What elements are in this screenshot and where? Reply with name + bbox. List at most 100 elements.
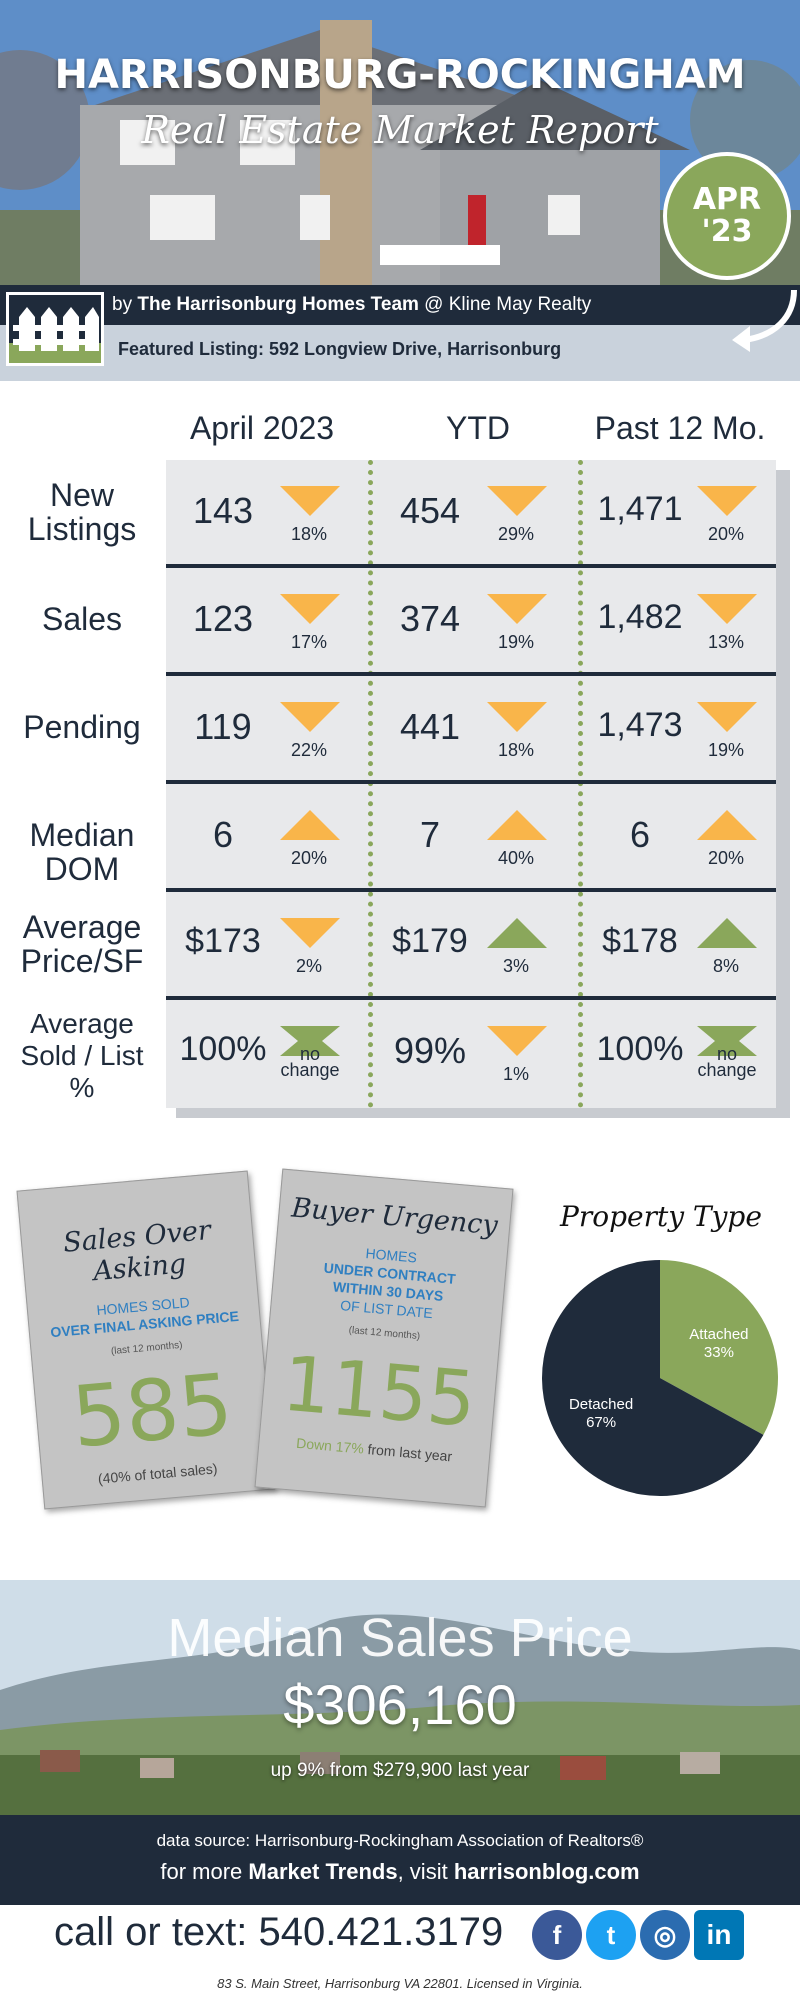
median-price-value: $306,160 bbox=[283, 1673, 517, 1736]
row-label: Sales bbox=[41, 601, 123, 637]
stat-value: 374 bbox=[399, 598, 461, 639]
down-arrow-icon bbox=[487, 1026, 547, 1056]
card-title: Buyer Urgency bbox=[290, 1192, 499, 1242]
pie-chart-title: Property Type bbox=[560, 1200, 762, 1233]
down-arrow-icon bbox=[487, 486, 547, 516]
badge-month: APR bbox=[692, 182, 762, 217]
stat-change: 22% bbox=[290, 740, 328, 760]
team-logo bbox=[6, 292, 104, 366]
stat-value: 454 bbox=[399, 490, 461, 531]
stat-change: 40% bbox=[497, 848, 535, 868]
row-label: Median DOM bbox=[29, 817, 135, 887]
card-value: 1155 bbox=[279, 1338, 480, 1445]
row-divider bbox=[166, 564, 776, 568]
stat-change: 18% bbox=[290, 524, 328, 544]
up-arrow-icon bbox=[697, 918, 757, 948]
card-description: HOMES SOLD OVER FINAL ASKING PRICE bbox=[28, 1287, 260, 1343]
footer-bar: data source: Harrisonburg-Rockingham Ass… bbox=[0, 1815, 800, 1905]
down-arrow-icon bbox=[697, 486, 757, 516]
market-trends-label: Market Trends bbox=[248, 1859, 398, 1884]
stat-change: 8% bbox=[712, 956, 739, 976]
row-label: Average Sold / List % bbox=[20, 1008, 144, 1103]
change-rest: from last year bbox=[363, 1440, 453, 1465]
stat-change: 20% bbox=[707, 848, 745, 868]
down-arrow-icon bbox=[697, 594, 757, 624]
down-arrow-icon bbox=[697, 702, 757, 732]
trend-prefix: for more bbox=[160, 1859, 249, 1884]
stat-value: $179 bbox=[392, 922, 468, 960]
stat-change: 17% bbox=[290, 632, 328, 652]
row-label: Average Price/SF bbox=[20, 909, 144, 979]
stat-value: 6 bbox=[212, 814, 234, 855]
featured-listing-bar[interactable]: Featured Listing: 592 Longview Drive, Ha… bbox=[0, 325, 800, 381]
card-description: HOMES UNDER CONTRACT WITHIN 30 DAYS OF L… bbox=[271, 1236, 506, 1328]
byline-bar: by The Harrisonburg Homes Team @ Kline M… bbox=[0, 285, 800, 325]
stat-value: 100% bbox=[179, 1030, 267, 1068]
down-arrow-icon bbox=[280, 486, 340, 516]
stat-change: 3% bbox=[502, 956, 529, 976]
linkedin-icon[interactable]: in bbox=[694, 1910, 744, 1960]
brokerage-name: @ Kline May Realty bbox=[418, 294, 592, 315]
up-arrow-icon bbox=[280, 810, 340, 840]
fence-icon bbox=[9, 295, 101, 363]
stat-value: 441 bbox=[399, 706, 461, 747]
buyer-urgency-card: Buyer Urgency HOMES UNDER CONTRACT WITHI… bbox=[254, 1168, 514, 1508]
pie-slice-label: Detached bbox=[569, 1396, 633, 1413]
byline-prefix: by bbox=[112, 294, 138, 315]
report-title: HARRISONBURG-ROCKINGHAM bbox=[54, 52, 746, 98]
pie-slice-percent: 67% bbox=[586, 1414, 616, 1431]
office-address: 83 S. Main Street, Harrisonburg VA 22801… bbox=[217, 1976, 583, 1991]
median-price-title: Median Sales Price bbox=[167, 1608, 633, 1668]
stat-change: 18% bbox=[497, 740, 535, 760]
stat-change: no change bbox=[697, 1044, 757, 1080]
up-arrow-icon bbox=[487, 810, 547, 840]
stat-value: 6 bbox=[629, 814, 651, 855]
sales-over-asking-card: Sales Over Asking HOMES SOLD OVER FINAL … bbox=[16, 1170, 276, 1510]
no-change-icon bbox=[697, 1026, 757, 1056]
down-arrow-icon bbox=[487, 594, 547, 624]
stat-value: 1,471 bbox=[597, 490, 683, 528]
up-arrow-icon bbox=[697, 810, 757, 840]
stat-value: 1,473 bbox=[597, 706, 683, 744]
up-arrow-icon bbox=[487, 918, 547, 948]
change-highlight: Down 17% bbox=[295, 1434, 365, 1457]
stat-value: 123 bbox=[192, 598, 254, 639]
column-divider bbox=[578, 460, 583, 1108]
row-divider bbox=[166, 672, 776, 676]
column-header-month: April 2023 bbox=[189, 410, 335, 446]
trend-mid: , visit bbox=[397, 1859, 454, 1884]
stat-change: 20% bbox=[290, 848, 328, 868]
team-name[interactable]: The Harrisonburg Homes Team bbox=[137, 294, 419, 315]
stat-change: no change bbox=[280, 1044, 340, 1080]
badge-year: '23 bbox=[701, 214, 753, 249]
stat-change: 19% bbox=[707, 740, 745, 760]
stat-change: 1% bbox=[502, 1064, 529, 1084]
row-divider bbox=[166, 996, 776, 1000]
report-subtitle: Real Estate Market Report bbox=[141, 108, 659, 152]
down-arrow-icon bbox=[487, 702, 547, 732]
pie-slice-label: Attached bbox=[689, 1326, 748, 1343]
down-arrow-icon bbox=[280, 918, 340, 948]
phone-number[interactable]: call or text: 540.421.3179 bbox=[54, 1910, 504, 1954]
facebook-icon[interactable]: f bbox=[532, 1910, 582, 1960]
hero-banner: HARRISONBURG-ROCKINGHAM Real Estate Mark… bbox=[0, 0, 800, 285]
no-change-icon bbox=[280, 1026, 340, 1056]
pie-slice-percent: 33% bbox=[704, 1344, 734, 1361]
twitter-icon[interactable]: t bbox=[586, 1910, 636, 1960]
stat-change: 19% bbox=[497, 632, 535, 652]
card-title: Sales Over Asking bbox=[61, 1215, 213, 1288]
featured-listing-text[interactable]: Featured Listing: 592 Longview Drive, Ha… bbox=[118, 339, 562, 359]
byline-text: by The Harrisonburg Homes Team @ Kline M… bbox=[112, 294, 591, 316]
valley-illustration bbox=[0, 1580, 800, 1815]
stat-value: 100% bbox=[596, 1030, 684, 1068]
stat-value: $173 bbox=[185, 922, 261, 960]
median-price-change: up 9% from $279,900 last year bbox=[270, 1760, 530, 1781]
blog-link[interactable]: harrisonblog.com bbox=[453, 1859, 640, 1884]
stats-table bbox=[166, 460, 776, 1108]
down-arrow-icon bbox=[280, 594, 340, 624]
down-arrow-icon bbox=[280, 702, 340, 732]
column-divider bbox=[368, 460, 373, 1108]
column-header-ytd: YTD bbox=[446, 410, 510, 446]
instagram-icon[interactable]: ◎ bbox=[640, 1910, 690, 1960]
